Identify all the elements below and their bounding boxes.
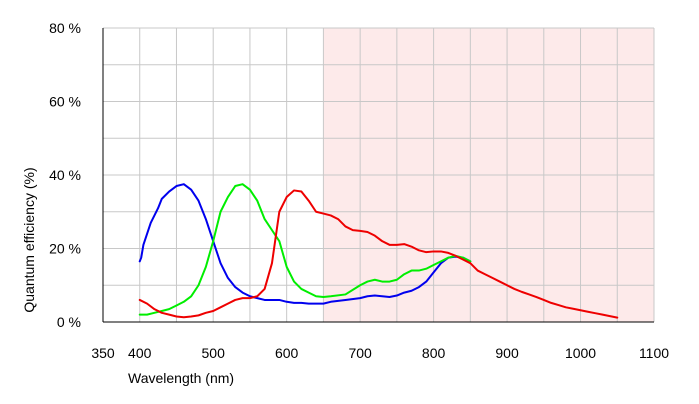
axes xyxy=(102,28,654,323)
series-line-1 xyxy=(138,183,472,305)
y-tick-label: 40 % xyxy=(49,167,81,183)
x-tick-label: 400 xyxy=(128,345,152,361)
x-tick-label: 900 xyxy=(495,345,519,361)
series-line-3 xyxy=(138,189,619,319)
x-tick-label: 1100 xyxy=(639,345,669,361)
x-tick-label: 1000 xyxy=(565,345,596,361)
series-line-2 xyxy=(138,183,472,316)
x-tick-label: 600 xyxy=(275,345,299,361)
y-tick-label: 80 % xyxy=(49,20,81,36)
x-tick-label: 350 xyxy=(91,345,115,361)
x-tick-label: 800 xyxy=(422,345,446,361)
y-tick-label: 60 % xyxy=(49,94,81,110)
x-tick-label: 500 xyxy=(202,345,226,361)
x-tick-label: 700 xyxy=(348,345,372,361)
series-layer xyxy=(138,183,619,319)
grid xyxy=(102,27,655,323)
y-axis-title: Quantum efficiency (%) xyxy=(21,167,37,312)
y-tick-label: 20 % xyxy=(49,241,81,257)
tick-labels: 350 400 500 600 700 800 900 1000 1100 0 % 20 % 40 %… xyxy=(49,20,669,361)
y-tick-label: 0 % xyxy=(57,314,81,330)
x-axis-title: Wavelength (nm) xyxy=(128,370,234,386)
